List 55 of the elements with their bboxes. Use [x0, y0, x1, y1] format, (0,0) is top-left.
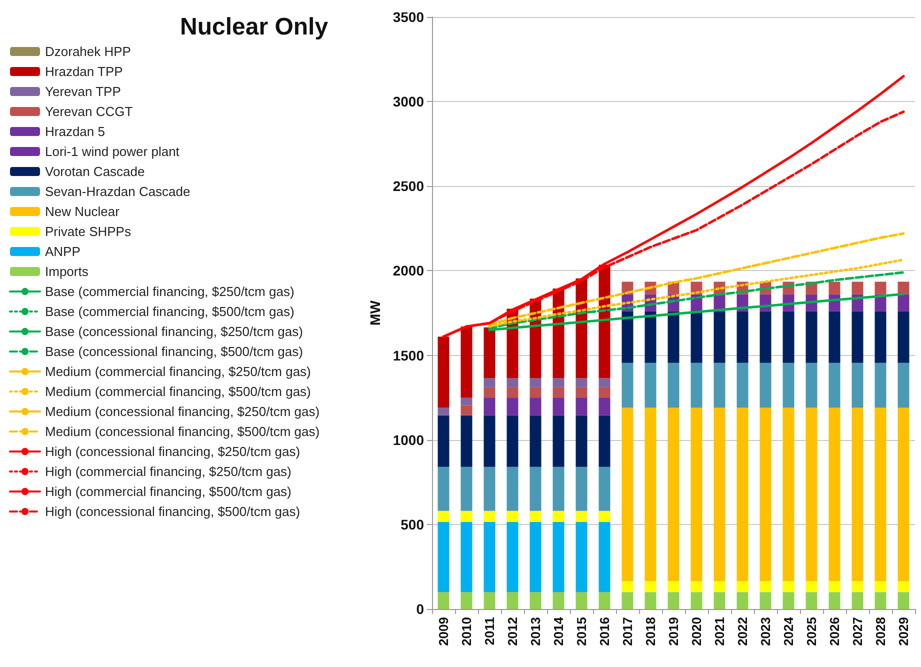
legend-label: Medium (concessional financing, $500/tcm gas) — [45, 424, 320, 439]
x-tick-label: 2020 — [689, 617, 704, 646]
legend-label: Hrazdan 5 — [45, 124, 105, 139]
legend-label: Medium (commercial financing, $500/tcm gas) — [45, 384, 311, 399]
x-tick-label: 2021 — [712, 617, 727, 646]
x-tick-label: 2016 — [597, 617, 612, 646]
legend-label: High (concessional financing, $250/tcm gas) — [45, 444, 300, 459]
x-tick-label: 2017 — [620, 617, 635, 646]
x-tick-label: 2028 — [873, 617, 888, 646]
legend-label: High (commercial financing, $500/tcm gas) — [45, 484, 292, 499]
legend-label: Yerevan CCGT — [45, 104, 133, 119]
legend-label: High (concessional financing, $500/tcm gas) — [45, 504, 300, 519]
x-tick-label: 2013 — [528, 617, 543, 646]
legend-label: New Nuclear — [45, 204, 120, 219]
x-tick-label: 2014 — [551, 616, 566, 646]
x-tick-label: 2018 — [643, 617, 658, 646]
x-tick-label: 2022 — [735, 617, 750, 646]
x-tick-label: 2024 — [781, 616, 796, 646]
legend-label: High (commercial financing, $250/tcm gas) — [45, 464, 292, 479]
legend-label: Dzorahek HPP — [45, 44, 131, 59]
legend-label: Medium (commercial financing, $250/tcm gas) — [45, 364, 311, 379]
x-tick-label: 2019 — [666, 617, 681, 646]
legend-label: Base (commercial financing, $250/tcm gas) — [45, 284, 294, 299]
legend-label: Sevan-Hrazdan Cascade — [45, 184, 190, 199]
legend-label: Base (concessional financing, $250/tcm gas) — [45, 324, 303, 339]
x-tick-label: 2015 — [574, 617, 589, 646]
y-tick-label: 2000 — [392, 262, 424, 279]
chart-title: Nuclear Only — [180, 14, 329, 40]
x-tick-label: 2012 — [505, 617, 520, 646]
y-tick-label: 1500 — [392, 347, 424, 364]
y-axis-title: MW — [366, 300, 383, 326]
legend-label: Yerevan TPP — [45, 84, 121, 99]
y-tick-label: 0 — [416, 601, 424, 617]
legend-label: Vorotan Cascade — [45, 164, 145, 179]
x-tick-label: 2010 — [459, 617, 474, 646]
legend-label: Private SHPPs — [45, 224, 132, 239]
legend-label: Base (concessional financing, $500/tcm gas) — [45, 344, 303, 359]
x-tick-label: 2026 — [827, 617, 842, 646]
y-tick-label: 3500 — [392, 9, 424, 25]
y-tick-label: 2500 — [392, 178, 424, 194]
x-tick-label: 2011 — [482, 617, 497, 646]
x-tick-label: 2025 — [804, 617, 819, 646]
legend-label: Hrazdan TPP — [45, 64, 123, 79]
x-tick-label: 2027 — [850, 617, 865, 646]
x-tick-label: 2009 — [436, 617, 451, 646]
legend-label: ANPP — [45, 244, 80, 259]
y-tick-label: 500 — [400, 516, 424, 532]
y-tick-label: 1000 — [392, 432, 424, 448]
legend-label: Imports — [45, 264, 89, 279]
legend-label: Lori-1 wind power plant — [45, 144, 180, 159]
legend-label: Medium (concessional financing, $250/tcm gas) — [45, 404, 320, 419]
y-tick-label: 3000 — [392, 94, 424, 110]
x-tick-label: 2029 — [896, 617, 911, 646]
x-tick-label: 2023 — [758, 617, 773, 646]
legend-label: Base (commercial financing, $500/tcm gas) — [45, 304, 294, 319]
